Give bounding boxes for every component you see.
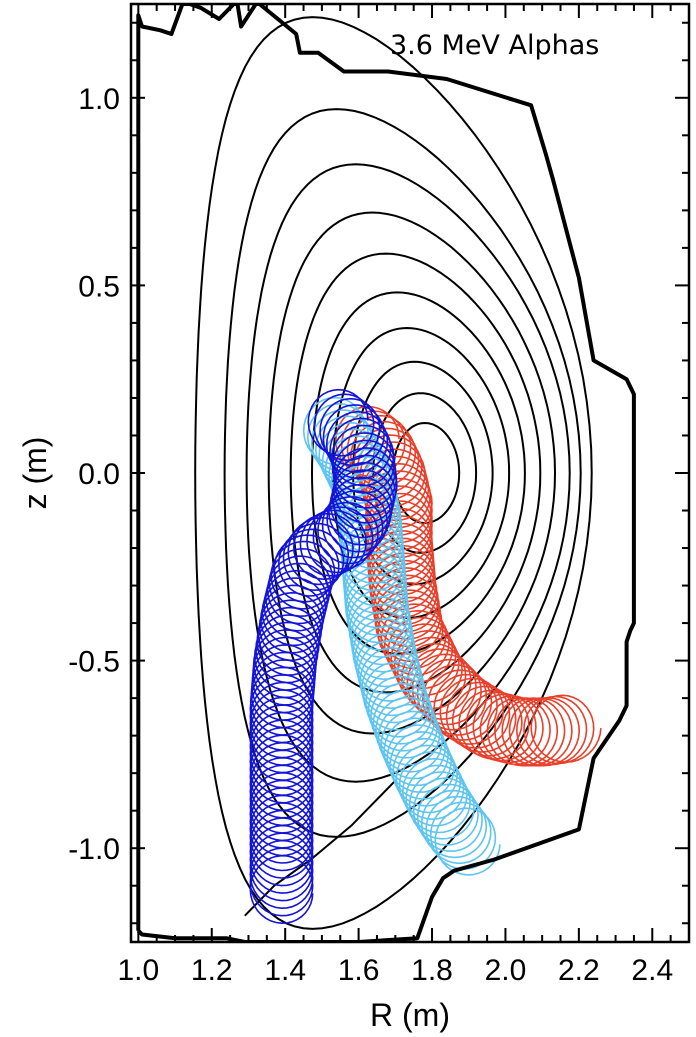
wall-outline — [136, 4, 636, 942]
flux-surface-2 — [245, 163, 571, 783]
x-axis-label: R (m) — [370, 997, 450, 1033]
orbit-series-2 — [249, 388, 398, 925]
flux-surface-1 — [223, 108, 582, 838]
x-tick-label: 1.2 — [191, 954, 233, 987]
x-tick-label: 1.0 — [117, 954, 159, 987]
orbit-trajectories — [249, 388, 602, 925]
orbit-series-0 — [334, 405, 602, 767]
chart-title: 3.6 MeV Alphas — [390, 30, 599, 61]
x-tick-label: 2.0 — [485, 954, 527, 987]
x-tick-label: 2.2 — [558, 954, 600, 987]
flux-surfaces — [194, 16, 593, 930]
flux-surface-5 — [310, 291, 526, 655]
y-tick-label: 0.0 — [78, 458, 120, 491]
flux-surface-7 — [352, 360, 494, 586]
y-tick-label: -1.0 — [68, 833, 120, 866]
x-tick-label: 1.4 — [264, 954, 306, 987]
x-tick-label: 1.6 — [338, 954, 380, 987]
x-tick-label: 2.4 — [631, 954, 673, 987]
x-tick-label: 1.8 — [411, 954, 453, 987]
y-tick-label: -0.5 — [68, 646, 120, 679]
axis-ticks: 1.0 1.2 1.4 1.6 1.8 2.0 2.2 2.4 -1.0 -0.5 0.0 0.5 1.… — [68, 4, 690, 987]
y-tick-label: 1.0 — [78, 83, 120, 116]
plot-area — [136, 4, 636, 942]
y-tick-label: 0.5 — [78, 270, 120, 303]
y-axis-label: z (m) — [17, 437, 53, 510]
flux-surface-8 — [372, 392, 478, 554]
separatrix-leg — [244, 780, 397, 917]
vessel-wall — [136, 4, 636, 942]
